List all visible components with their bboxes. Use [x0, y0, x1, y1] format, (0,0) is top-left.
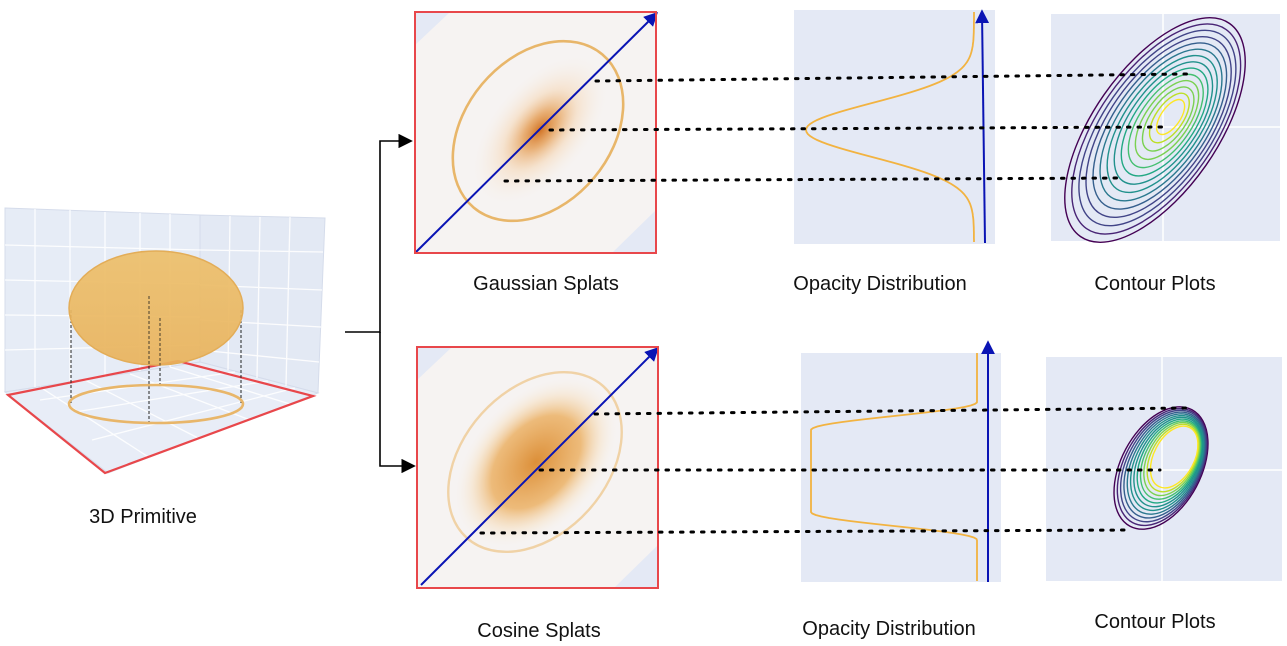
opacity-distribution-bottom-label: Opacity Distribution [802, 618, 976, 640]
contour-ring [1126, 413, 1206, 515]
contour-ring [1085, 35, 1232, 219]
contour-ring [1106, 54, 1218, 194]
gaussian-opacity-curve [805, 12, 975, 242]
contour-ring [1113, 406, 1209, 530]
contour-ring [1099, 48, 1223, 202]
contour-ring [1141, 86, 1195, 152]
contour-ring [1148, 92, 1190, 144]
primitive-3d-figure [3, 207, 326, 475]
correspondence-lines-bottom [479, 406, 1190, 535]
cosine-opacity-curve [810, 353, 978, 581]
contour-plot-top [1051, 14, 1280, 243]
contour-ring [1129, 414, 1205, 512]
splat-frame [414, 11, 657, 254]
direction-axis-arrow [415, 12, 658, 253]
contour-ring [1078, 29, 1237, 227]
contour-ring [1123, 411, 1206, 519]
cosine-density [454, 377, 618, 547]
cosine-ellipse-outline [447, 370, 623, 554]
gaussian-splats-label: Gaussian Splats [473, 273, 619, 295]
primitive-ellipsoid [68, 250, 244, 366]
contour-plot-bottom [1046, 357, 1282, 581]
contour-ring [1092, 42, 1228, 210]
contour-ring [1139, 420, 1202, 500]
projection-plane [5, 359, 317, 475]
contour-ring [1119, 409, 1207, 523]
contour-ring [1134, 80, 1200, 160]
contour-ring [1155, 98, 1186, 136]
corner-shade [415, 12, 450, 45]
cosine-contour-rings [1113, 406, 1209, 530]
floor [3, 361, 320, 474]
gaussian-ellipse-outline [451, 39, 625, 223]
opacity-distribution-top [794, 9, 995, 244]
primitive-label: 3D Primitive [89, 506, 197, 528]
contour-ring [1133, 416, 1204, 508]
projected-ellipse [67, 383, 245, 425]
contour-ring [1071, 23, 1242, 235]
contour-ring [1113, 61, 1214, 185]
contour-ring [1127, 73, 1204, 169]
contour-ring [1143, 421, 1201, 497]
splat-frame [416, 346, 659, 589]
opacity-distribution-bottom [801, 340, 1001, 582]
corner-shade [417, 347, 452, 380]
contour-ring [1116, 407, 1208, 527]
contour-ring [1120, 67, 1209, 177]
contour-ring [1149, 425, 1199, 489]
gaussian-splat-panel [414, 11, 658, 254]
corner-shade [612, 210, 656, 253]
contour-ring [1064, 17, 1246, 243]
gaussian-contour-rings [1064, 17, 1246, 243]
correspondence-lines-top [503, 72, 1189, 183]
contour-ring [1136, 418, 1203, 504]
contour-ring [1146, 423, 1200, 493]
direction-axis-arrow [420, 347, 659, 586]
corner-shade [614, 545, 658, 588]
contour-plots-top-label: Contour Plots [1094, 273, 1216, 295]
cosine-splat-panel [416, 346, 659, 589]
branch-connector [345, 133, 416, 474]
cosine-splats-label: Cosine Splats [477, 620, 601, 642]
contour-plots-bottom-label: Contour Plots [1094, 611, 1216, 633]
opacity-distribution-top-label: Opacity Distribution [793, 273, 967, 295]
